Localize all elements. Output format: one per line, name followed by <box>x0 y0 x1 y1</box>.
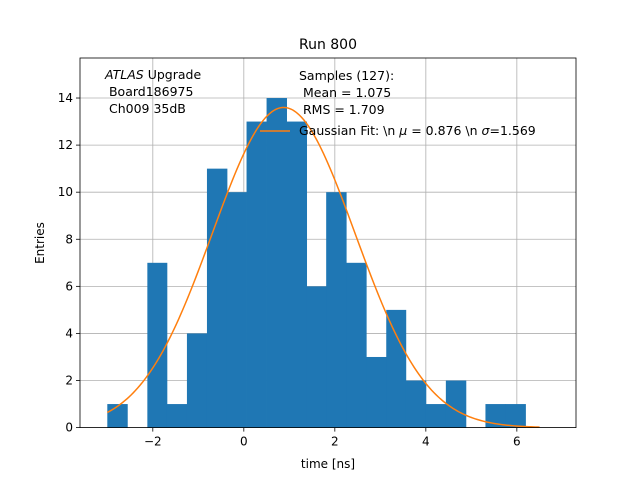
y-tick-label: 10 <box>58 185 73 199</box>
histogram-bar <box>425 404 447 428</box>
histogram-bar <box>366 356 387 428</box>
legend-samples-line-1: Samples (127): <box>299 68 394 83</box>
x-tick-label: 2 <box>331 435 339 449</box>
chart-title: Run 800 <box>299 37 357 53</box>
histogram-bar <box>226 192 247 428</box>
x-axis-ticks: −2 0 2 4 6 <box>144 427 521 449</box>
histogram-bar <box>206 168 228 428</box>
y-tick-label: 4 <box>65 326 73 340</box>
histogram-bar <box>266 98 287 428</box>
x-tick-label: 0 <box>240 435 248 449</box>
gaussian-fit-curve <box>106 106 540 428</box>
histogram-bar <box>405 380 427 428</box>
annotation-line-1: ATLAS Upgrade <box>104 67 201 82</box>
y-tick-label: 6 <box>65 279 73 293</box>
histogram-bar <box>485 404 506 428</box>
x-tick-label: −2 <box>144 435 162 449</box>
plot-frame <box>79 57 577 429</box>
y-tick-label: 2 <box>65 374 73 388</box>
y-tick-label: 0 <box>65 421 73 435</box>
y-axis-label: Entries <box>33 222 47 264</box>
annotation-atlas: ATLAS <box>104 67 144 82</box>
legend-fit-mu: μ <box>398 123 407 138</box>
histogram-bar <box>306 286 327 428</box>
legend-samples-line-3: RMS = 1.709 <box>299 102 385 117</box>
legend-fit-post: =1.569 <box>489 123 535 138</box>
legend: Samples (127): Mean = 1.075 RMS = 1.709 … <box>260 68 536 138</box>
histogram-bar <box>286 121 308 428</box>
legend-fit-mid: = 0.876 \n <box>407 123 481 138</box>
x-tick-label: 4 <box>422 435 430 449</box>
histogram-bar <box>346 262 367 428</box>
histogram-bar <box>186 333 208 428</box>
histogram-bars <box>107 98 526 428</box>
histogram-bar <box>505 404 526 428</box>
legend-samples-line-2: Mean = 1.075 <box>299 85 391 100</box>
legend-fit-label: Gaussian Fit: \n μ = 0.876 \n σ=1.569 <box>299 123 536 138</box>
legend-fit-pre: Gaussian Fit: \n <box>299 123 399 138</box>
histogram-bar <box>326 192 347 428</box>
annotation-line-2: Board186975 <box>105 84 193 99</box>
y-tick-label: 14 <box>58 91 73 105</box>
y-tick-label: 8 <box>65 232 73 246</box>
x-axis-label: time [ns] <box>301 457 355 471</box>
histogram-bar <box>386 309 407 428</box>
histogram-bar <box>107 404 128 428</box>
board-annotation: ATLAS Upgrade Board186975 Ch009 35dB <box>104 67 201 116</box>
y-tick-label: 12 <box>58 138 73 152</box>
histogram-bar <box>246 121 267 428</box>
histogram-bar <box>445 380 467 428</box>
legend-fit-sigma: σ <box>482 123 491 138</box>
y-axis-ticks: 0 2 4 6 8 10 12 14 <box>58 91 80 435</box>
x-tick-label: 6 <box>513 435 521 449</box>
annotation-upgrade: Upgrade <box>144 67 202 82</box>
annotation-line-3: Ch009 35dB <box>105 101 186 116</box>
histogram-bar <box>166 404 188 428</box>
histogram-bar <box>147 262 168 428</box>
